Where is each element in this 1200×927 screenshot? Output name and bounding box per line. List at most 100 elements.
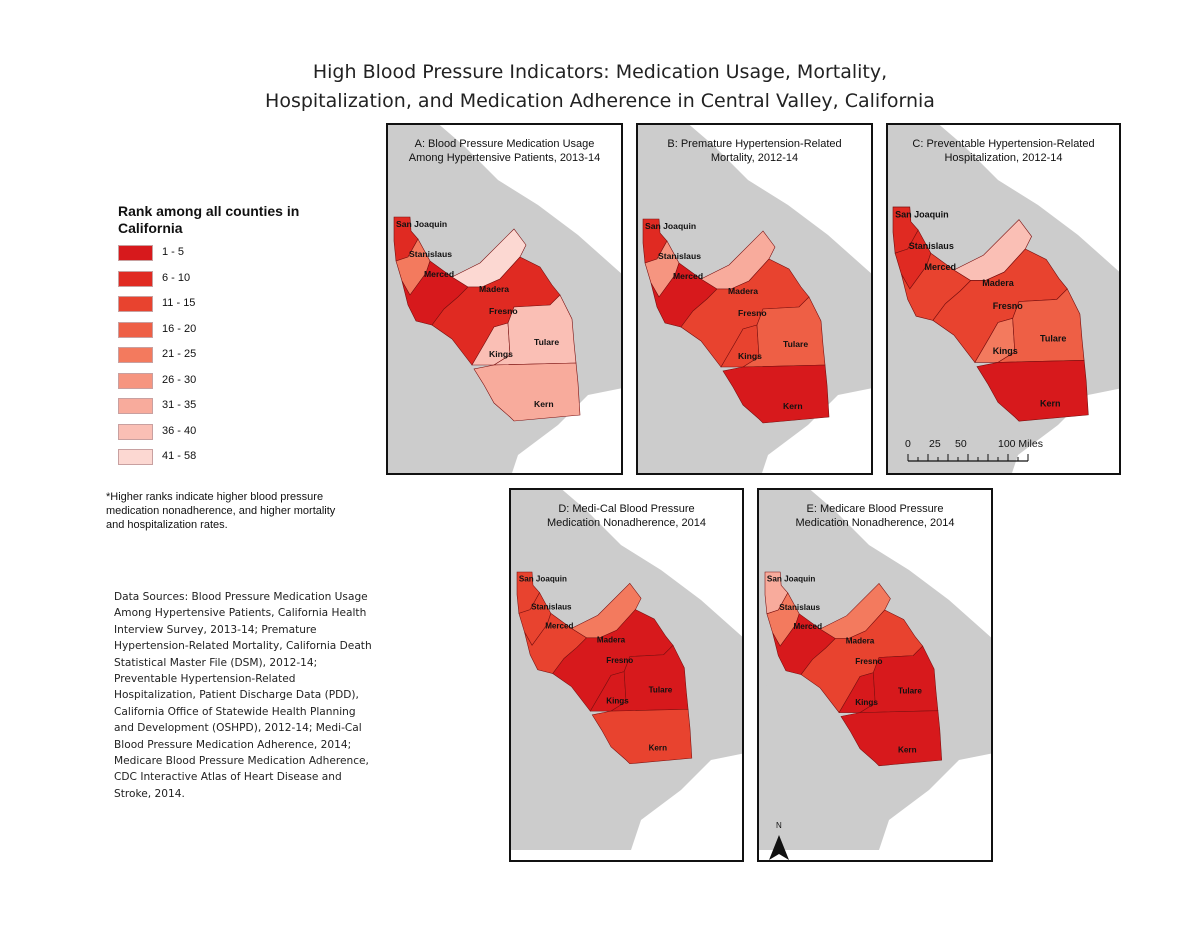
panel-title: B: Premature Hypertension-Related Mortali…: [638, 137, 871, 165]
county-label: Merced: [424, 269, 454, 279]
county-group: San Joaquin Stanislaus Merced Madera Fresno K…: [516, 571, 693, 765]
county-label: Tulare: [649, 685, 673, 694]
county-group: San Joaquin Stanislaus Merced Madera Fresno K…: [764, 571, 943, 767]
county-label: Kern: [898, 746, 917, 755]
county-label: Tulare: [1040, 333, 1066, 343]
county-label: Stanislaus: [909, 241, 954, 251]
county-label: Madera: [982, 278, 1015, 288]
legend-swatch: [118, 270, 153, 287]
county-tulare: [996, 288, 1085, 363]
county-tulare: [741, 296, 826, 368]
county-label: Kings: [855, 698, 878, 707]
legend-swatch: [118, 321, 153, 338]
scale-bar-tick-label: 100 Miles: [998, 438, 1043, 450]
legend-swatch: [118, 347, 153, 363]
panel-title-line2: Among Hypertensive Patients, 2013-14: [408, 152, 601, 164]
county-label: Madera: [479, 284, 509, 294]
county-label: Stanislaus: [409, 249, 452, 259]
county-label: Fresno: [855, 657, 882, 666]
panel-title-line2: Medication Nonadherence, 2014: [795, 517, 955, 529]
county-label: San Joaquin: [645, 221, 696, 231]
county-label: San Joaquin: [396, 219, 447, 229]
county-kern: [473, 362, 581, 422]
county-label: Kern: [534, 399, 554, 409]
county-kern: [976, 359, 1089, 422]
county-label: Fresno: [993, 301, 1024, 311]
county-label: Merced: [545, 621, 573, 630]
panel-title-line1: D: Medi-Cal Blood Pressure: [558, 503, 695, 515]
data-sources: Data Sources: Blood Pressure Medication …: [114, 591, 372, 800]
county-label: Kern: [1040, 399, 1061, 409]
county-label: Tulare: [898, 687, 922, 696]
panel-title-line2: Mortality, 2012-14: [710, 152, 799, 164]
legend-label: 36 - 40: [162, 424, 197, 437]
scale-bar-tick-label: 0: [905, 438, 911, 450]
county-label: Kern: [649, 744, 667, 753]
panel-title: A: Blood Pressure Medication Usage Among …: [388, 137, 621, 165]
county-label: Kern: [783, 401, 803, 411]
scale-bar: 0 25 50 100 Miles: [905, 438, 1043, 462]
panel-title: E: Medicare Blood Pressure Medication Non…: [759, 502, 991, 530]
legend-label: 21 - 25: [162, 348, 197, 360]
county-tulare: [492, 294, 577, 366]
county-kern: [591, 708, 693, 765]
panel-title-line1: C: Preventable Hypertension-Related: [912, 138, 1095, 150]
county-label: Fresno: [489, 306, 518, 316]
legend-swatch: [118, 423, 153, 440]
map-canvas: San Joaquin Stanislaus Merced Madera Fresno K…: [388, 125, 621, 473]
legend-swatch: [118, 398, 153, 414]
county-label: Kings: [738, 351, 762, 361]
county-label: Tulare: [783, 339, 808, 349]
legend-label: 16 - 20: [162, 322, 197, 335]
county-group: San Joaquin Stanislaus Merced Madera Fresno K…: [642, 218, 830, 424]
panel-title-line1: B: Premature Hypertension-Related: [667, 138, 842, 150]
coast-background: [388, 312, 492, 473]
county-label: Stanislaus: [658, 251, 701, 261]
county-kern: [722, 364, 830, 424]
coast-background: [638, 312, 742, 473]
county-label: Kings: [606, 697, 629, 706]
coast-background: [511, 677, 621, 850]
map-panel-e: San Joaquin Stanislaus Merced Madera Fresno K…: [757, 488, 993, 862]
legend-swatch: [118, 296, 153, 312]
county-label: San Joaquin: [895, 210, 949, 220]
legend-label: 11 - 15: [162, 297, 196, 309]
panel-title-line2: Hospitalization, 2012-14: [944, 152, 1063, 164]
county-kern: [840, 710, 943, 767]
north-arrow-label: N: [776, 821, 782, 830]
legend-swatch: [118, 449, 153, 465]
coast-background: [759, 677, 869, 850]
legend-label: 1 - 5: [162, 246, 185, 258]
county-label: Kings: [489, 349, 513, 359]
map-panel-d: San Joaquin Stanislaus Merced Madera Fresno K…: [509, 488, 744, 862]
map-panel-a: San Joaquin Stanislaus Merced Madera Fresno K…: [386, 123, 623, 475]
county-label: Merced: [673, 271, 703, 281]
county-label: Madera: [728, 286, 758, 296]
map-title-line2: Hospitalization, and Medication Adherenc…: [265, 90, 935, 112]
county-label: Stanislaus: [779, 603, 820, 612]
county-tulare: [858, 645, 939, 713]
panel-title-line2: Medication Nonadherence, 2014: [546, 517, 706, 529]
county-label: Madera: [846, 636, 875, 645]
county-label: San Joaquin: [767, 575, 816, 584]
map-panel-b: San Joaquin Stanislaus Merced Madera Fresno K…: [636, 123, 873, 475]
coast-background: [888, 312, 992, 473]
panel-title: C: Preventable Hypertension-Related Hospi…: [888, 137, 1119, 165]
legend-swatch: [118, 245, 153, 261]
legend-label: 6 - 10: [162, 271, 191, 284]
county-tulare: [609, 644, 689, 712]
map-title-line1: High Blood Pressure Indicators: Medicati…: [312, 61, 888, 83]
north-arrow-shape: [769, 835, 789, 860]
county-label: Stanislaus: [531, 603, 572, 612]
legend-label: 41 - 58: [162, 450, 197, 462]
county-label: San Joaquin: [519, 574, 567, 583]
legend-title: Rank among all counties in California: [118, 203, 300, 236]
county-label: Tulare: [534, 337, 559, 347]
panel-title-line1: A: Blood Pressure Medication Usage: [414, 138, 595, 150]
scale-bar-tick-label: 50: [955, 438, 967, 450]
map-canvas: San Joaquin Stanislaus Merced Madera Fresno K…: [638, 125, 871, 473]
legend-label: 26 - 30: [162, 373, 197, 386]
legend-swatch: [118, 372, 153, 389]
panel-title: D: Medi-Cal Blood Pressure Medication Non…: [511, 502, 742, 530]
scale-bar-tick-label: 25: [929, 438, 941, 450]
